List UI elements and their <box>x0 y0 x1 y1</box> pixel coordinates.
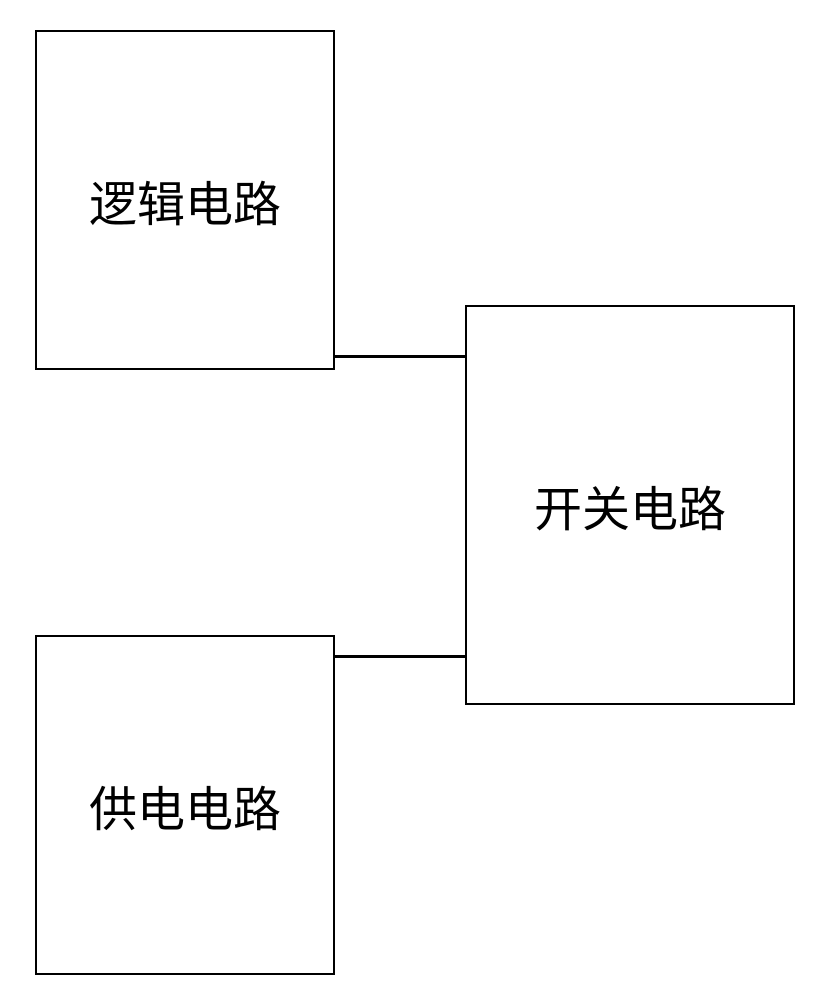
power-circuit-label: 供电电路 <box>89 770 281 840</box>
switch-circuit-label: 开关电路 <box>534 470 726 540</box>
switch-circuit-block: 开关电路 <box>465 305 795 705</box>
power-circuit-block: 供电电路 <box>35 635 335 975</box>
connector-logic-to-switch <box>335 355 465 358</box>
logic-circuit-label: 逻辑电路 <box>89 165 281 235</box>
connector-power-to-switch <box>335 655 465 658</box>
logic-circuit-block: 逻辑电路 <box>35 30 335 370</box>
